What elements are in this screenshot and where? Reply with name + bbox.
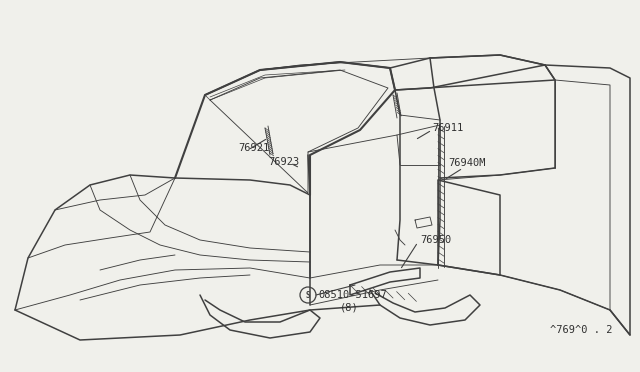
Text: 76923: 76923 bbox=[268, 157, 300, 167]
Text: 76911: 76911 bbox=[432, 123, 463, 133]
Text: 76950: 76950 bbox=[420, 235, 451, 245]
Text: 08510-51697: 08510-51697 bbox=[318, 290, 387, 300]
Text: 76940M: 76940M bbox=[448, 158, 486, 168]
Text: (8): (8) bbox=[340, 303, 359, 313]
Text: 76921: 76921 bbox=[238, 143, 269, 153]
Text: S: S bbox=[306, 291, 310, 299]
Text: ^769^0 . 2: ^769^0 . 2 bbox=[550, 325, 612, 335]
